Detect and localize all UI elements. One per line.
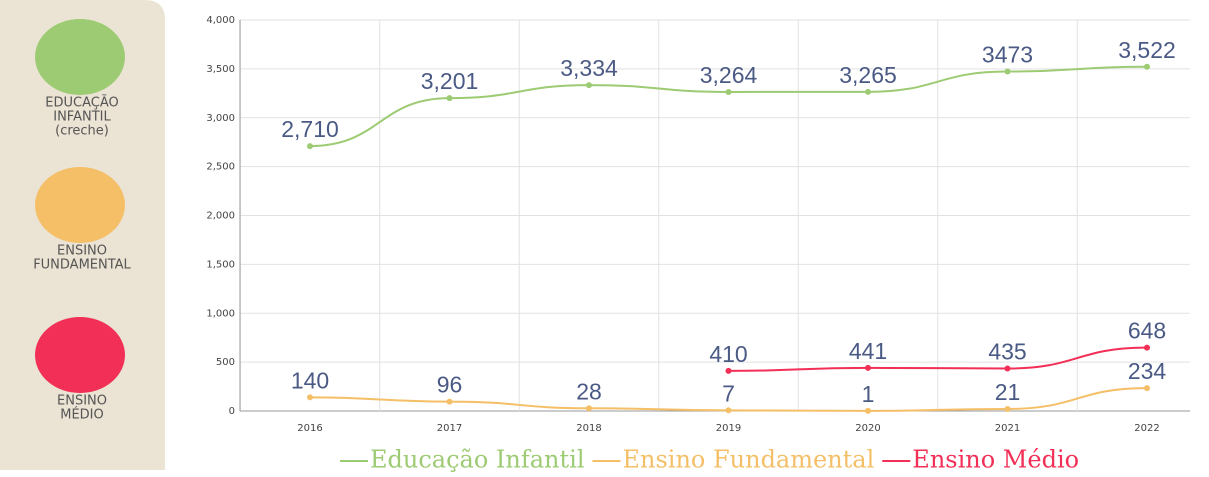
point [865, 88, 871, 95]
y-tick-label: 1,000 [206, 308, 235, 319]
y-tick-label: 2,500 [206, 162, 235, 173]
legend-blob [35, 167, 125, 243]
x-tick-label: 2021 [995, 423, 1020, 434]
data-label: 21 [995, 379, 1021, 405]
data-label: 2,710 [281, 116, 339, 142]
x-tick-label: 2019 [716, 423, 741, 434]
data-label: 3,265 [839, 62, 897, 88]
point [446, 95, 453, 102]
data-label: 441 [849, 338, 887, 364]
y-tick-label: 1,500 [206, 259, 235, 270]
sidebar-label: EDUCAÇÃO [45, 95, 118, 111]
sidebar-label: ENSINO [57, 394, 107, 409]
data-label: 7 [722, 380, 735, 406]
y-tick-label: 3,500 [206, 64, 235, 75]
point [725, 407, 732, 414]
point [586, 82, 592, 89]
legend-label: Ensino Médio [912, 446, 1079, 474]
data-label: 3,334 [560, 55, 618, 81]
data-label: 3,522 [1118, 37, 1176, 63]
x-tick-label: 2016 [297, 423, 322, 434]
point [1144, 63, 1150, 70]
data-label: 435 [988, 339, 1026, 365]
legend-blob [35, 317, 125, 393]
x-tick-label: 2020 [855, 423, 880, 434]
sidebar-label: MÉDIO [60, 407, 104, 423]
point [1004, 405, 1011, 412]
point [865, 364, 871, 371]
data-label: 3473 [982, 42, 1033, 68]
sidebar-label: INFANTIL [53, 110, 111, 125]
point [725, 367, 732, 374]
point [1004, 365, 1011, 372]
data-label: 28 [576, 378, 602, 404]
legend-label: Ensino Fundamental [623, 446, 875, 474]
data-label: 410 [709, 341, 747, 367]
data-label: 234 [1128, 358, 1167, 384]
data-label: 1 [862, 381, 875, 407]
y-tick-label: 2,000 [206, 211, 235, 222]
legend-blob [35, 19, 125, 95]
y-tick-label: 0 [229, 406, 235, 417]
point [1004, 68, 1011, 75]
sidebar-label: ENSINO [57, 244, 107, 259]
point [725, 88, 732, 95]
x-tick-label: 2017 [437, 423, 462, 434]
sidebar-label: (creche) [55, 124, 109, 139]
point [307, 143, 313, 150]
data-label: 3,201 [421, 68, 479, 94]
series-line [728, 346, 1148, 372]
sidebar-label: FUNDAMENTAL [33, 258, 131, 273]
legend-label: Educação Infantil [370, 446, 585, 474]
point [1144, 344, 1150, 351]
point [586, 405, 592, 412]
y-tick-label: 500 [216, 357, 235, 368]
data-label: 96 [437, 372, 463, 398]
y-tick-label: 4,000 [206, 15, 235, 26]
data-label: 140 [291, 367, 329, 393]
point [1144, 385, 1150, 392]
point [865, 407, 871, 414]
data-label: 3,264 [700, 62, 758, 88]
y-tick-label: 3,000 [206, 113, 235, 124]
x-tick-label: 2022 [1134, 423, 1159, 434]
x-tick-label: 2018 [576, 423, 601, 434]
data-label: 648 [1128, 318, 1166, 344]
point [446, 398, 453, 405]
point [307, 394, 313, 401]
